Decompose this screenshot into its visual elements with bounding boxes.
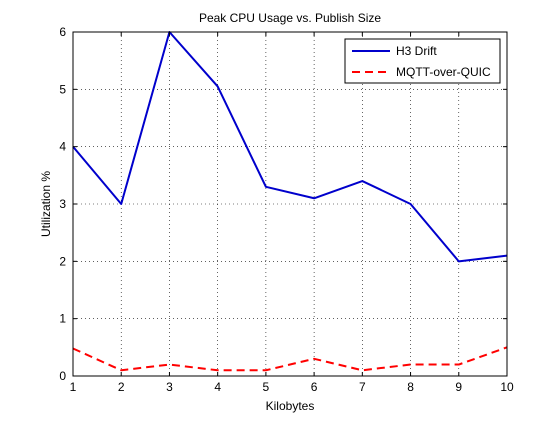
- series-line-1: [72, 31, 508, 263]
- legend: H3 Drift MQTT-over-QUIC: [344, 38, 501, 84]
- legend-box: [344, 38, 501, 84]
- x-tick-label: 2: [118, 380, 125, 394]
- x-tick-label: 3: [166, 380, 173, 394]
- x-axis-label: Kilobytes: [266, 399, 315, 413]
- x-tick-labels: 1 2 3 4 5 6 7 8 9 10: [70, 380, 514, 394]
- x-tick-label: 5: [263, 380, 270, 394]
- x-tick-label: 9: [455, 380, 462, 394]
- x-tick-label: 6: [311, 380, 318, 394]
- grid: [73, 32, 507, 376]
- y-tick-labels: 0 1 2 3 4 5 6: [59, 25, 66, 383]
- x-tick-label: 10: [500, 380, 514, 394]
- legend-label-1: H3 Drift: [396, 44, 437, 58]
- x-tick-label: 4: [214, 380, 221, 394]
- x-tick-label: 7: [359, 380, 366, 394]
- y-axis-label: Utilization %: [39, 171, 53, 237]
- y-tick-label: 6: [59, 25, 66, 39]
- y-tick-label: 4: [59, 140, 66, 154]
- y-tick-label: 3: [59, 197, 66, 211]
- axis-ticks: [72, 31, 508, 377]
- y-tick-label: 2: [59, 254, 66, 268]
- chart-title: Peak CPU Usage vs. Publish Size: [199, 11, 381, 25]
- y-tick-label: 1: [59, 312, 66, 326]
- x-tick-label: 8: [407, 380, 414, 394]
- legend-label-2: MQTT-over-QUIC: [396, 65, 491, 79]
- x-tick-label: 1: [70, 380, 77, 394]
- series-line-2: [72, 346, 508, 372]
- y-tick-label: 0: [59, 369, 66, 383]
- series-layer: [72, 31, 508, 372]
- y-tick-label: 5: [59, 82, 66, 96]
